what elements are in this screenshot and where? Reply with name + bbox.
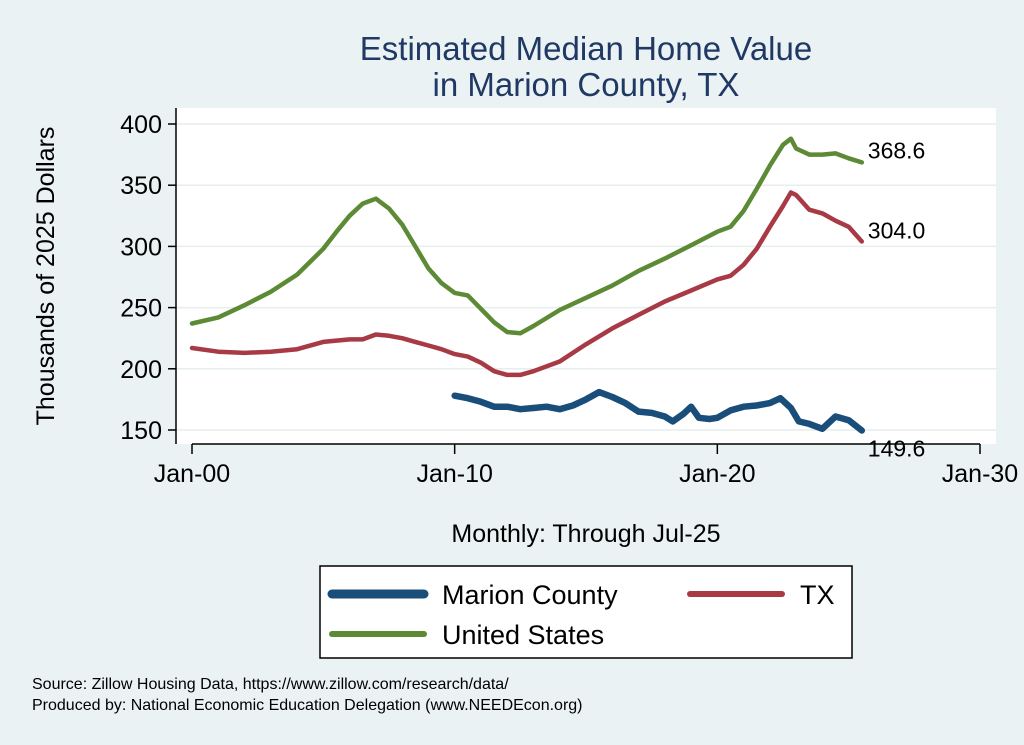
legend-label-marion-county: Marion County [442,580,618,610]
producer-text: Produced by: National Economic Education… [32,697,583,714]
legend-label-tx: TX [800,580,835,610]
series-line-united-states [189,136,865,336]
series-layer [189,136,866,434]
chart-title-line-2: in Marion County, TX [433,66,740,103]
series-line-marion-county [451,388,866,434]
end-label-tx: 304.0 [868,218,926,244]
end-labels: 149.6 304.0 368.6 [868,137,926,461]
chart-title-line-1: Estimated Median Home Value [360,30,812,67]
y-axis-label: Thousands of 2025 Dollars [32,127,60,426]
y-tick-label-350: 350 [120,172,162,200]
plot-area [176,108,996,444]
source-text: Source: Zillow Housing Data, https://www… [32,676,509,693]
legend: Marion County TX United States [319,565,853,659]
x-tick-label-Jan-00: Jan-00 [154,460,230,488]
legend-label-united-states: United States [442,620,604,650]
axes: 150 200 250 300 350 400 Jan-00 Jan-10 Jan-20 Jan-… [120,108,1018,488]
y-tick-label-200: 200 [120,356,162,384]
y-tick-label-250: 250 [120,295,162,323]
y-tick-label-150: 150 [120,417,162,445]
grid-lines [176,123,996,431]
y-tick-label-300: 300 [120,233,162,261]
x-tick-label-Jan-10: Jan-10 [416,460,492,488]
y-tick-label-400: 400 [120,111,162,139]
series-line-tx [189,190,865,378]
end-label-marion-county: 149.6 [868,435,926,461]
x-axis-label: Monthly: Through Jul-25 [451,520,720,548]
x-tick-label-Jan-20: Jan-20 [679,460,755,488]
legend-box [319,565,853,659]
x-tick-label-Jan-30: Jan-30 [942,460,1018,488]
end-label-united-states: 368.6 [868,137,926,163]
